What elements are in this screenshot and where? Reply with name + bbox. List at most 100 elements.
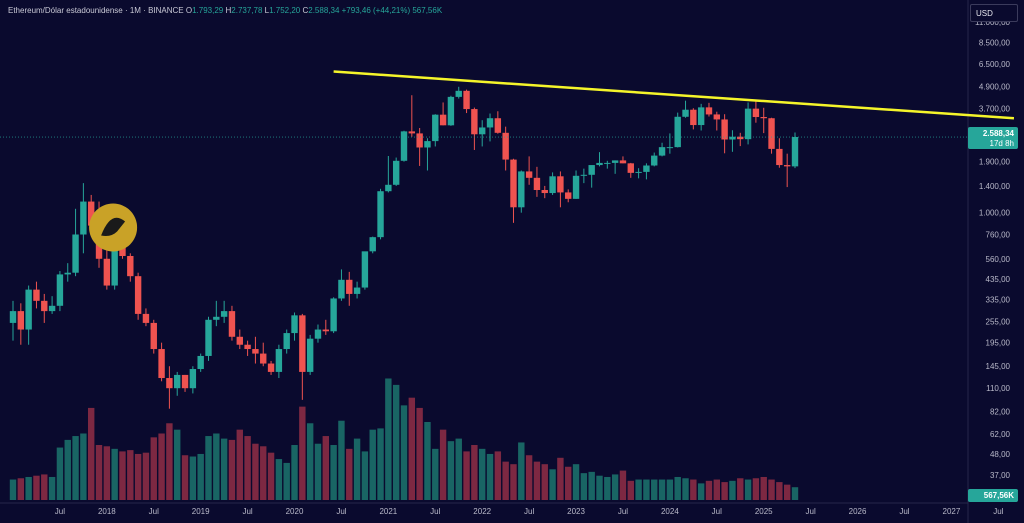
candle-body[interactable]	[41, 300, 48, 312]
candle-body[interactable]	[369, 237, 376, 252]
candle-body[interactable]	[400, 131, 408, 161]
candle-body[interactable]	[80, 201, 87, 235]
candle-body[interactable]	[729, 136, 736, 140]
candle-body[interactable]	[330, 298, 337, 332]
candle-body[interactable]	[721, 119, 728, 140]
candle-body[interactable]	[385, 184, 392, 192]
candle-body[interactable]	[658, 147, 666, 156]
candle-body[interactable]	[142, 313, 150, 323]
candle-body[interactable]	[596, 162, 603, 166]
candle-body[interactable]	[705, 107, 713, 115]
candle-body[interactable]	[557, 176, 564, 193]
candle-body[interactable]	[588, 165, 595, 175]
candle-body[interactable]	[283, 333, 290, 350]
candle-body[interactable]	[260, 353, 267, 364]
candle-body[interactable]	[377, 191, 384, 238]
candle-body[interactable]	[25, 289, 32, 330]
candle-body[interactable]	[447, 96, 455, 126]
candle-body[interactable]	[181, 374, 189, 389]
candle-body[interactable]	[604, 162, 611, 164]
candle-body[interactable]	[565, 192, 572, 199]
candle-body[interactable]	[619, 160, 627, 164]
candle-body[interactable]	[275, 349, 283, 372]
candle-body[interactable]	[455, 90, 462, 97]
candle-body[interactable]	[439, 114, 447, 126]
candle-body[interactable]	[111, 245, 118, 286]
candle-body[interactable]	[220, 311, 228, 317]
candle-body[interactable]	[572, 175, 580, 199]
candle-body[interactable]	[510, 159, 517, 208]
candle-body[interactable]	[776, 148, 783, 166]
candle-body[interactable]	[682, 109, 689, 117]
candle-body[interactable]	[471, 109, 478, 135]
candle-body[interactable]	[346, 279, 353, 294]
candle-body[interactable]	[525, 171, 533, 178]
candle-body[interactable]	[166, 378, 173, 389]
candle-body[interactable]	[791, 137, 799, 167]
candle-body[interactable]	[651, 155, 658, 166]
candle-body[interactable]	[635, 171, 642, 173]
candle-body[interactable]	[541, 190, 548, 194]
candle-body[interactable]	[737, 136, 744, 140]
candle-body[interactable]	[306, 338, 314, 372]
candle-body[interactable]	[338, 279, 345, 299]
candle-body[interactable]	[479, 127, 486, 135]
candle-body[interactable]	[299, 315, 306, 372]
candle-body[interactable]	[690, 109, 697, 126]
candle-body[interactable]	[252, 349, 259, 354]
candle-body[interactable]	[236, 336, 243, 345]
candle-body[interactable]	[533, 177, 541, 191]
candle-body[interactable]	[666, 147, 674, 149]
candle-body[interactable]	[408, 131, 416, 134]
candle-body[interactable]	[580, 174, 588, 176]
candle-body[interactable]	[244, 344, 251, 350]
candle-body[interactable]	[361, 251, 369, 288]
candle-body[interactable]	[88, 201, 95, 226]
candle-body[interactable]	[611, 160, 619, 163]
candle-body[interactable]	[197, 355, 204, 370]
candle-body[interactable]	[744, 108, 752, 140]
candle-body[interactable]	[752, 108, 760, 118]
candle-body[interactable]	[392, 160, 400, 185]
candle-body[interactable]	[674, 116, 681, 148]
candle-body[interactable]	[502, 132, 509, 160]
candle-body[interactable]	[494, 118, 502, 133]
candle-body[interactable]	[463, 90, 470, 110]
candle-body[interactable]	[17, 311, 25, 330]
candle-body[interactable]	[713, 114, 720, 120]
candle-body[interactable]	[228, 311, 236, 337]
candle-body[interactable]	[48, 305, 56, 312]
trend-line[interactable]	[333, 70, 1015, 120]
candle-body[interactable]	[9, 311, 17, 323]
candle-body[interactable]	[518, 171, 525, 208]
candle-body[interactable]	[103, 258, 111, 286]
candle-body[interactable]	[56, 274, 64, 306]
candle-body[interactable]	[150, 322, 157, 350]
candle-body[interactable]	[127, 255, 134, 277]
candle-body[interactable]	[158, 349, 165, 379]
candle-body[interactable]	[267, 363, 275, 372]
currency-button[interactable]: USD	[970, 4, 1018, 22]
candle-body[interactable]	[549, 176, 556, 194]
candle-body[interactable]	[72, 234, 79, 273]
candle-body[interactable]	[291, 315, 298, 334]
candle-body[interactable]	[353, 287, 361, 294]
candle-body[interactable]	[119, 245, 126, 256]
candle-body[interactable]	[697, 107, 705, 126]
candle-body[interactable]	[643, 165, 650, 172]
candle-body[interactable]	[627, 163, 634, 173]
candle-body[interactable]	[33, 289, 40, 301]
candle-body[interactable]	[416, 133, 423, 148]
candle-body[interactable]	[205, 319, 212, 356]
candle-body[interactable]	[486, 118, 494, 128]
candle-body[interactable]	[768, 118, 775, 149]
candle-body[interactable]	[424, 141, 431, 148]
candle-body[interactable]	[783, 165, 791, 167]
candle-body[interactable]	[314, 329, 322, 339]
candle-body[interactable]	[64, 272, 71, 275]
candle-body[interactable]	[322, 329, 329, 332]
symbol-title[interactable]: Ethereum/Dólar estadounidense · 1M · BIN…	[8, 6, 184, 15]
candle-body[interactable]	[189, 369, 197, 389]
candle-body[interactable]	[174, 374, 181, 389]
